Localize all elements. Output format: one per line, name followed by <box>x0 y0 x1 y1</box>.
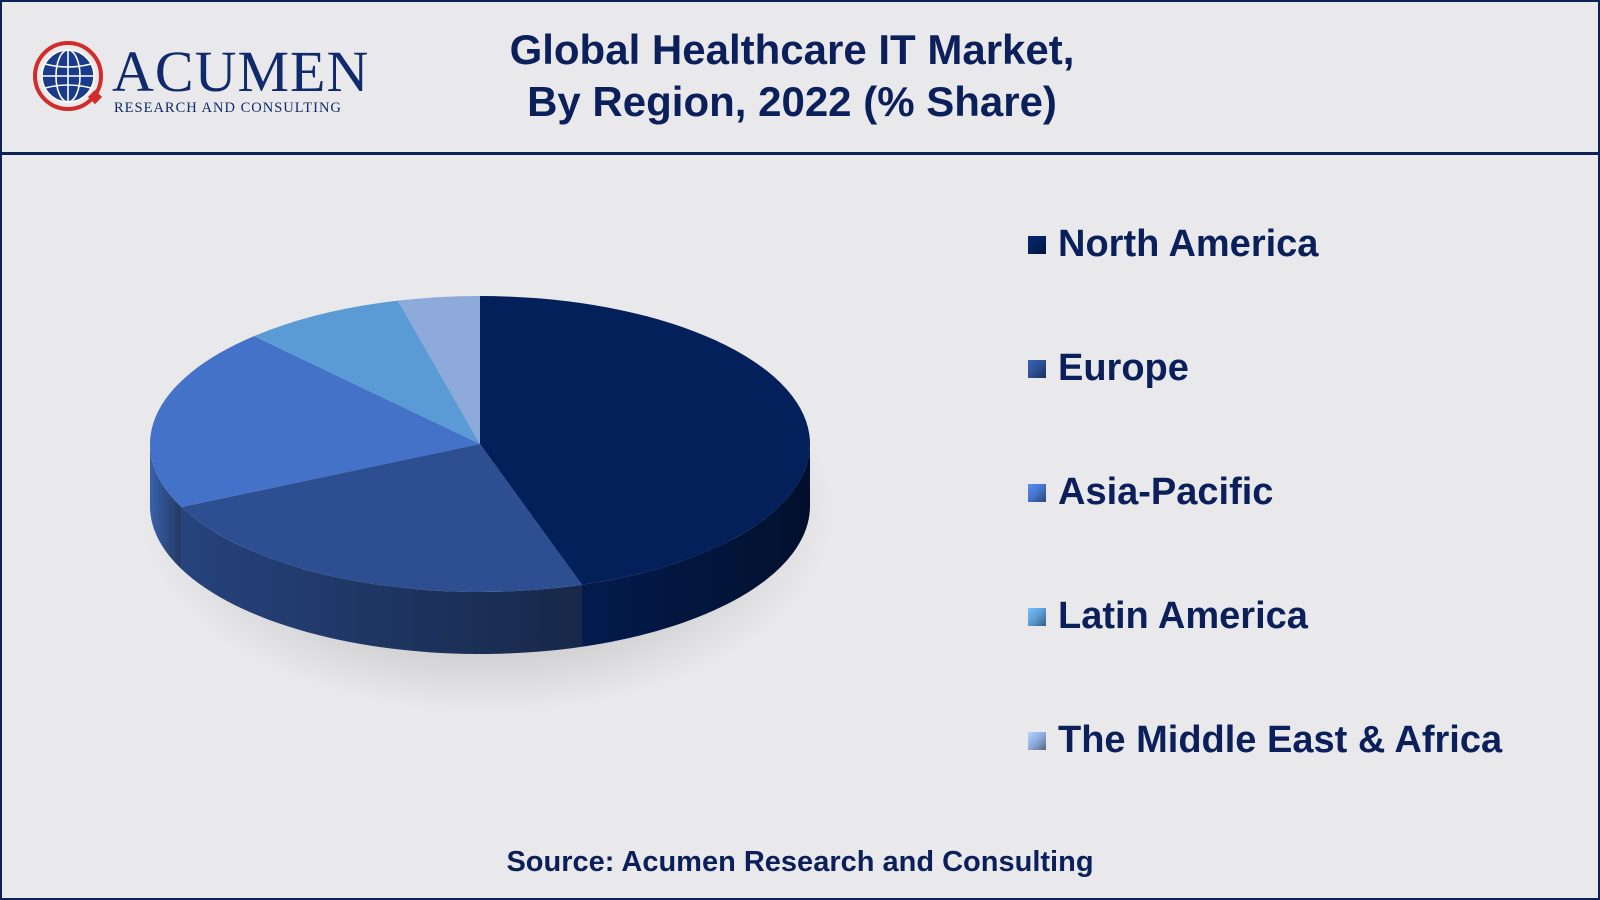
pie-slice-side-1 <box>181 507 582 654</box>
legend-swatch <box>1028 484 1046 502</box>
pie-slice-north-america <box>480 295 811 585</box>
pie-chart <box>142 295 832 712</box>
legend-swatch <box>1028 360 1046 378</box>
pie-slice-latin-america <box>254 300 480 444</box>
pie-slice-side-2 <box>150 444 182 570</box>
pie-slice-side-0 <box>581 444 810 647</box>
legend-swatch <box>1028 236 1046 254</box>
legend-label: Europe <box>1058 347 1189 389</box>
pie-slice-europe <box>181 444 582 593</box>
acumen-logo: ACUMEN RESEARCH AND CONSULTING <box>30 36 368 116</box>
globe-icon <box>33 41 103 111</box>
header: ACUMEN RESEARCH AND CONSULTING Global He… <box>2 2 1598 152</box>
header-divider <box>2 152 1598 155</box>
title-line-2: By Region, 2022 (% Share) <box>527 78 1057 125</box>
logo-tagline: RESEARCH AND CONSULTING <box>114 100 342 116</box>
legend-label: Asia-Pacific <box>1058 471 1274 513</box>
legend-label: Latin America <box>1058 595 1308 637</box>
legend-label: North America <box>1058 223 1319 265</box>
chart-title: Global Healthcare IT Market, By Region, … <box>392 24 1192 128</box>
pie-slice-asia-pacific <box>149 336 480 508</box>
source-note: Source: Acumen Research and Consulting <box>506 846 1094 878</box>
pie-slice-the-middle-east-africa <box>397 296 480 444</box>
legend-swatch <box>1028 608 1046 626</box>
legend-swatch <box>1028 732 1046 750</box>
title-line-1: Global Healthcare IT Market, <box>509 26 1075 73</box>
logo-wordmark: ACUMEN <box>112 39 370 104</box>
legend-label: The Middle East & Africa <box>1058 719 1503 761</box>
